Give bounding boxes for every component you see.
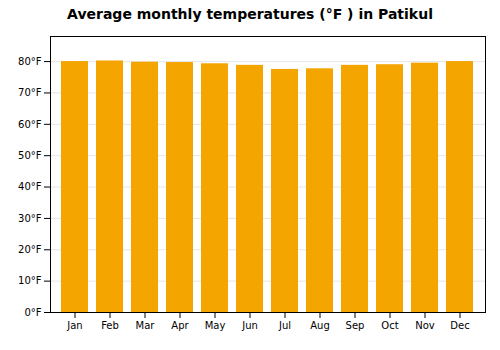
svg-text:Sep: Sep: [346, 320, 365, 331]
svg-text:Feb: Feb: [101, 320, 119, 331]
svg-text:20°F: 20°F: [18, 244, 42, 255]
svg-text:80°F: 80°F: [18, 56, 42, 67]
svg-text:50°F: 50°F: [18, 150, 42, 161]
svg-text:Jan: Jan: [66, 320, 82, 331]
svg-text:30°F: 30°F: [18, 213, 42, 224]
svg-text:70°F: 70°F: [18, 87, 42, 98]
svg-text:Jun: Jun: [241, 320, 258, 331]
svg-text:60°F: 60°F: [18, 119, 42, 130]
svg-text:Jul: Jul: [278, 320, 291, 331]
svg-text:0°F: 0°F: [24, 307, 41, 318]
svg-text:Dec: Dec: [450, 320, 469, 331]
svg-text:Nov: Nov: [415, 320, 435, 331]
svg-text:40°F: 40°F: [18, 181, 42, 192]
svg-text:Mar: Mar: [136, 320, 156, 331]
svg-text:May: May: [205, 320, 226, 331]
svg-text:Oct: Oct: [381, 320, 398, 331]
svg-text:10°F: 10°F: [18, 275, 42, 286]
svg-text:Aug: Aug: [310, 320, 330, 331]
svg-text:Apr: Apr: [171, 320, 189, 331]
html-text:Average monthly temperatures (: Average monthly temperatures (°F ) in Pa…: [67, 6, 433, 22]
